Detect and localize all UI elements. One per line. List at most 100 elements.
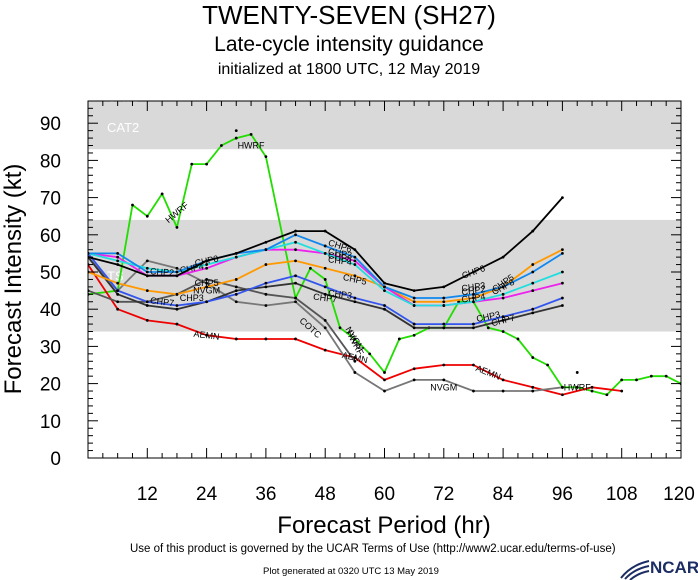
data-point-nvgm — [442, 378, 446, 382]
data-point-nvgm — [145, 259, 149, 263]
series-labels: HWRFHWRFHWRFHWRFAEMNAEMNAEMNNVGMNVGMNVGM… — [150, 141, 592, 393]
data-point-hwrf — [649, 374, 653, 378]
data-point-hwrf — [368, 352, 372, 356]
x-tick-label: 12 — [137, 484, 158, 505]
data-point-chp3 — [412, 322, 416, 326]
series-label-hwrf: HWRF — [238, 141, 265, 151]
x-tick-label: 84 — [493, 484, 515, 505]
data-point-chp4 — [353, 259, 357, 263]
y-tick-label: 30 — [40, 337, 61, 358]
data-point-chp6 — [442, 285, 446, 289]
data-point-hwrf — [531, 356, 535, 359]
data-point-hwrf — [264, 155, 268, 159]
data-point-chp5 — [561, 248, 564, 252]
data-point-chp4 — [294, 248, 297, 252]
data-point-chp7 — [531, 311, 535, 315]
band-label-cat3: CAT3 — [107, 90, 139, 105]
series-label-chp3: CHP3 — [327, 288, 352, 301]
data-point-chp8 — [175, 270, 179, 274]
data-point-chp5 — [116, 281, 120, 285]
data-point-hwrf — [175, 225, 179, 229]
data-point-chp3 — [116, 289, 120, 292]
data-point-chp6 — [294, 229, 297, 233]
data-point-nvgm — [234, 300, 238, 304]
data-point-hwrf — [145, 214, 149, 218]
data-point-chp6 — [383, 281, 386, 285]
y-tick-label: 90 — [40, 114, 61, 135]
data-point-chp5 — [442, 300, 446, 304]
data-point-chp2 — [323, 252, 327, 255]
terms-of-use-text: Use of this product is governed by the U… — [130, 543, 616, 555]
data-point-hwrf — [353, 337, 357, 341]
x-axis-label: Forecast Period (hr) — [277, 512, 490, 539]
data-point-nvgm — [561, 385, 564, 389]
data-point-chp8 — [383, 285, 386, 289]
series-label-chp2: CHP2 — [327, 246, 352, 260]
data-point-chp7 — [294, 281, 297, 285]
data-point-hwrf — [234, 129, 238, 133]
band-label-cat1: CAT1 — [107, 179, 139, 194]
data-point-chp8 — [264, 248, 268, 252]
data-point-chp8 — [412, 296, 416, 300]
y-tick-label: 40 — [40, 300, 61, 321]
series-label-chp3: CHP3 — [180, 293, 204, 303]
x-tick-label: 72 — [433, 484, 454, 505]
data-point-chp4 — [116, 255, 120, 259]
data-point-aemn — [234, 337, 238, 341]
data-point-hwrf — [160, 192, 164, 196]
chart-subtitle: Late-cycle intensity guidance — [214, 33, 484, 56]
y-tick-label: 0 — [50, 449, 61, 470]
data-point-cotc — [264, 292, 268, 296]
data-point-chp8 — [561, 252, 564, 255]
series-label-chp7: CHP7 — [313, 292, 338, 305]
series-label-aemn: AEMN — [193, 329, 220, 342]
data-point-hwrf — [546, 363, 549, 367]
series-label-chp8: CHP8 — [194, 253, 220, 268]
data-point-chp8 — [353, 255, 357, 259]
data-point-cotc — [353, 359, 357, 363]
data-point-nvgm — [323, 326, 327, 330]
series-label-chp4: CHP4 — [461, 291, 486, 304]
data-point-chp2 — [294, 240, 297, 244]
ncar-logo — [620, 560, 650, 580]
data-point-aemn — [175, 322, 179, 326]
band-ts — [88, 219, 681, 332]
data-point-chp8 — [145, 270, 149, 274]
globe-icon — [620, 560, 650, 580]
series-label-nvgm: NVGM — [193, 286, 220, 296]
data-point-hwrf — [397, 337, 401, 341]
y-tick-label: 50 — [40, 263, 61, 284]
data-point-chp2 — [353, 263, 357, 266]
data-point-chp2 — [501, 292, 505, 296]
data-point-hwrf — [664, 374, 668, 378]
data-point-chp3 — [383, 304, 386, 307]
x-tick-label: 120 — [663, 484, 695, 505]
data-point-chp5 — [531, 263, 535, 266]
init-time: initialized at 1800 UTC, 12 May 2019 — [217, 61, 481, 78]
data-point-chp4 — [531, 289, 535, 292]
data-point-nvgm — [175, 266, 179, 270]
data-point-cotc — [116, 300, 120, 304]
data-point-hwrf — [323, 278, 327, 281]
data-point-nvgm — [531, 389, 535, 393]
data-point-chp8 — [472, 292, 475, 296]
series-label-chp2: CHP2 — [461, 284, 486, 297]
data-point-hwrf — [220, 144, 223, 147]
data-point-chp3 — [264, 281, 268, 285]
data-point-chp3 — [145, 300, 149, 304]
series-label-chp5: CHP5 — [342, 272, 368, 287]
y-axis-label: Forecast Intensity (kt) — [0, 164, 27, 395]
data-point-aemn — [323, 348, 327, 352]
data-point-chp4 — [205, 266, 209, 270]
y-tick-label: 70 — [40, 189, 61, 210]
data-point-aemn — [561, 393, 564, 397]
series-label-nvgm: NVGM — [430, 382, 457, 392]
data-point-chp2 — [531, 281, 535, 285]
series-label-hwrf: HWRF — [564, 382, 591, 392]
data-point-nvgm — [294, 300, 297, 304]
data-point-chp5 — [205, 285, 209, 289]
data-point-chp5 — [323, 266, 327, 270]
data-point-chp6 — [234, 252, 238, 255]
x-tick-label: 60 — [374, 484, 395, 505]
